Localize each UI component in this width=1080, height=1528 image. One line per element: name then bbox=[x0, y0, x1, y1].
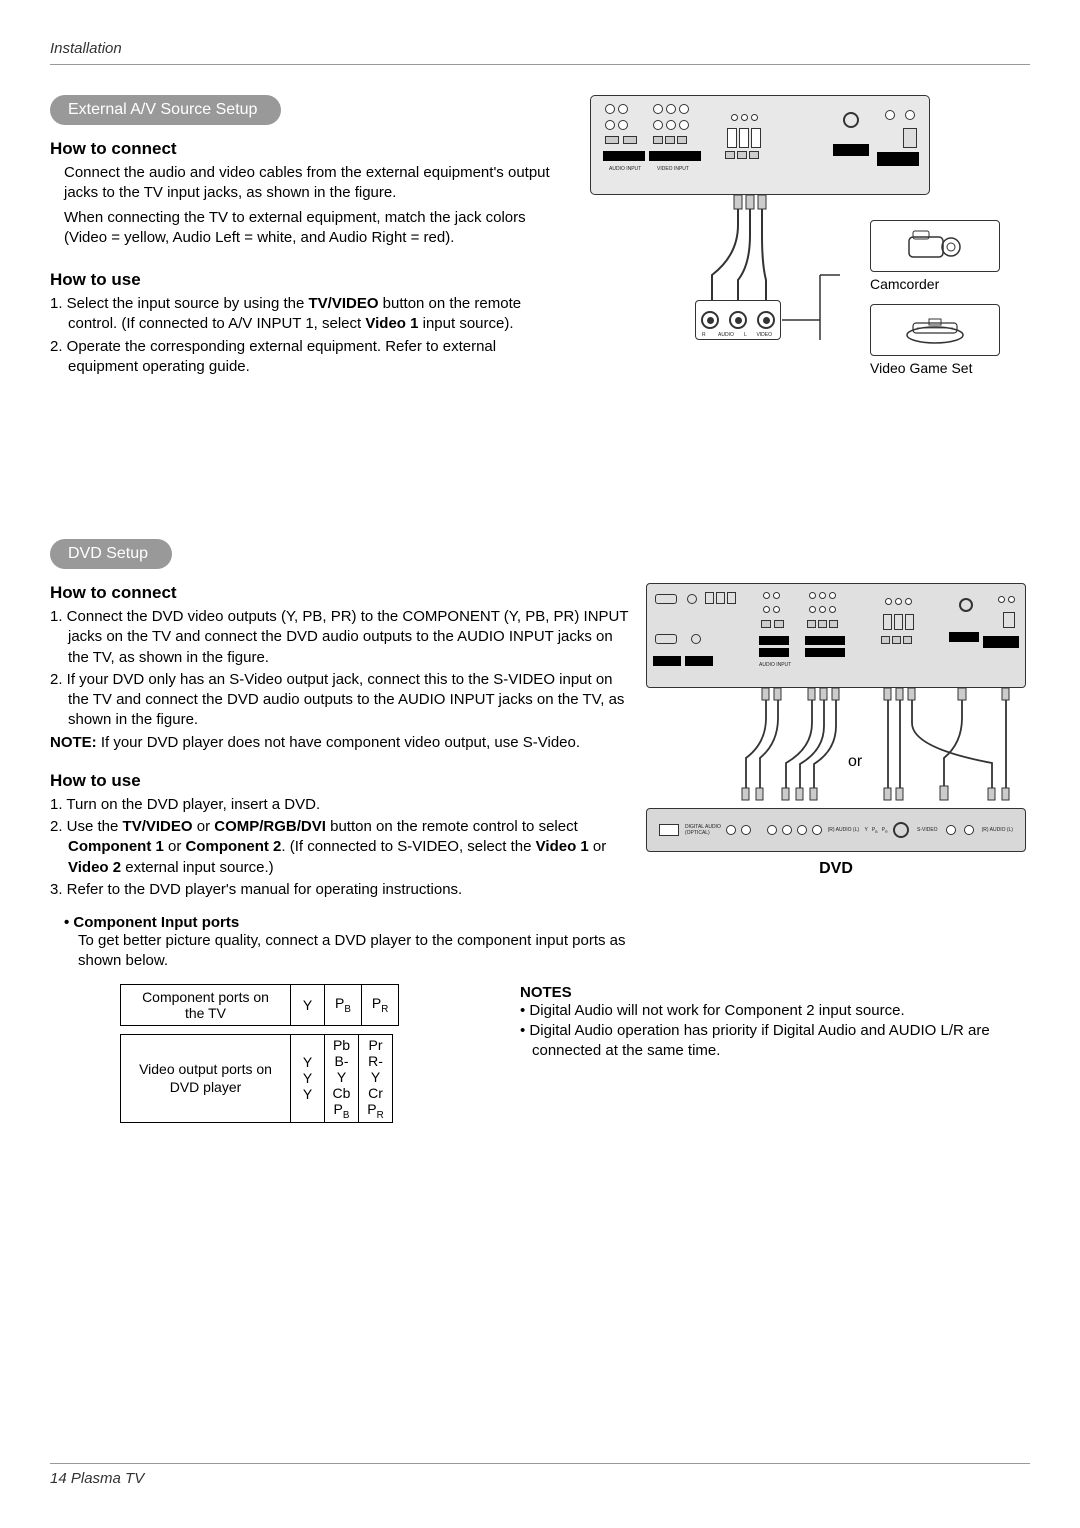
s2-note-text: If your DVD player does not have compone… bbox=[97, 734, 580, 751]
s1-use-item1: 1. Select the input source by using the … bbox=[50, 294, 570, 335]
s1-connect-p1: Connect the audio and video cables from … bbox=[64, 163, 570, 204]
s1-use1-b2: Video 1 bbox=[365, 315, 418, 332]
section1-pill: External A/V Source Setup bbox=[50, 95, 281, 125]
camcorder-box bbox=[870, 220, 1000, 272]
s2-top-row: How to connect 1. Connect the DVD video … bbox=[50, 583, 1030, 976]
dvd-setup-section: DVD Setup How to connect 1. Connect the … bbox=[50, 539, 1030, 1131]
s1-use1-pre: 1. Select the input source by using the bbox=[50, 295, 309, 312]
t2-c2: Y Y Y bbox=[291, 1034, 325, 1123]
t1-r1c2: Y bbox=[291, 984, 325, 1025]
t2-c4: Pr R-Y Cr PR bbox=[359, 1034, 393, 1123]
s2-connect-note: NOTE: If your DVD player does not have c… bbox=[50, 733, 630, 753]
camcorder-icon bbox=[905, 227, 965, 265]
t2-r1c1: Video output ports on DVD player bbox=[121, 1034, 291, 1123]
notes-column: NOTES • Digital Audio will not work for … bbox=[520, 984, 1030, 1132]
notes-item-2: • Digital Audio operation has priority i… bbox=[520, 1021, 1030, 1062]
notes-heading: NOTES bbox=[520, 984, 1030, 1001]
gameset-label: Video Game Set bbox=[870, 360, 1000, 376]
dvd-back-panel: DIGITAL AUDIO(OPTICAL) (R) AUDIO (L) Y P… bbox=[646, 808, 1026, 852]
av-jack-box: R AUDIO L VIDEO bbox=[695, 300, 781, 340]
tables-column: Component ports on the TV Y PB PR Video … bbox=[50, 984, 460, 1132]
dvd-cables bbox=[646, 688, 1026, 813]
s2-use-2: 2. Use the TV/VIDEO or COMP/RGB/DVI butt… bbox=[50, 817, 630, 878]
header-title: Installation bbox=[50, 40, 122, 57]
s2-text-column: How to connect 1. Connect the DVD video … bbox=[50, 583, 630, 976]
tv-back-panel-1: AUDIO INPUT VIDEO INPUT bbox=[590, 95, 930, 195]
external-av-section: External A/V Source Setup How to connect… bbox=[50, 95, 1030, 379]
s2-connect-1: 1. Connect the DVD video outputs (Y, PB,… bbox=[50, 607, 630, 668]
t2-c3: Pb B-Y Cb PB bbox=[325, 1034, 359, 1123]
camcorder-label: Camcorder bbox=[870, 276, 1000, 292]
diagram2-container: AUDIO INPUT bbox=[646, 583, 1026, 883]
component-ports-table-1: Component ports on the TV Y PB PR bbox=[120, 984, 399, 1026]
notes-item-1: • Digital Audio will not work for Compon… bbox=[520, 1001, 1030, 1021]
s2-use-1: 1. Turn on the DVD player, insert a DVD. bbox=[50, 795, 630, 815]
gameset-box bbox=[870, 304, 1000, 356]
s1-use-heading: How to use bbox=[50, 270, 570, 290]
diagram1-container: AUDIO INPUT VIDEO INPUT bbox=[590, 95, 990, 355]
t1-r1c3: PB bbox=[325, 984, 362, 1025]
component-ports-text: To get better picture quality, connect a… bbox=[78, 931, 630, 972]
footer-text: 14 Plasma TV bbox=[50, 1470, 144, 1487]
s1-use1-post: input source). bbox=[418, 315, 513, 332]
s2-connect-heading: How to connect bbox=[50, 583, 630, 603]
t1-r1c4: PR bbox=[361, 984, 398, 1025]
dvd-diagram: AUDIO INPUT bbox=[646, 583, 1030, 883]
gameset-icon bbox=[903, 315, 967, 345]
s1-use-item2: 2. Operate the corresponding external eq… bbox=[50, 337, 570, 378]
component-ports-table-2: Video output ports on DVD player Y Y Y P… bbox=[120, 1034, 393, 1124]
tv-back-panel-2: AUDIO INPUT bbox=[646, 583, 1026, 688]
external-av-diagram: AUDIO INPUT VIDEO INPUT bbox=[590, 95, 1030, 379]
device-column: Camcorder Video Game Set bbox=[870, 220, 1000, 388]
page-footer: 14 Plasma TV bbox=[50, 1463, 1030, 1488]
or-label-1: or bbox=[848, 753, 862, 771]
s1-use1-b1: TV/VIDEO bbox=[309, 295, 379, 312]
s2-use-3: 3. Refer to the DVD player's manual for … bbox=[50, 880, 630, 900]
section2-pill: DVD Setup bbox=[50, 539, 172, 569]
s2-connect-2: 2. If your DVD only has an S-Video outpu… bbox=[50, 670, 630, 731]
page-header: Installation bbox=[50, 40, 1030, 65]
external-av-text-column: External A/V Source Setup How to connect… bbox=[50, 95, 570, 379]
s2-bottom-row: Component ports on the TV Y PB PR Video … bbox=[50, 984, 1030, 1132]
s1-connect-heading: How to connect bbox=[50, 139, 570, 159]
s2-note-pre: NOTE: bbox=[50, 734, 97, 751]
t1-r1c1: Component ports on the TV bbox=[121, 984, 291, 1025]
dvd-label: DVD bbox=[646, 860, 1026, 878]
s2-use-heading: How to use bbox=[50, 771, 630, 791]
s1-connect-p2: When connecting the TV to external equip… bbox=[64, 208, 570, 249]
component-ports-bullet: • Component Input ports bbox=[64, 914, 630, 931]
